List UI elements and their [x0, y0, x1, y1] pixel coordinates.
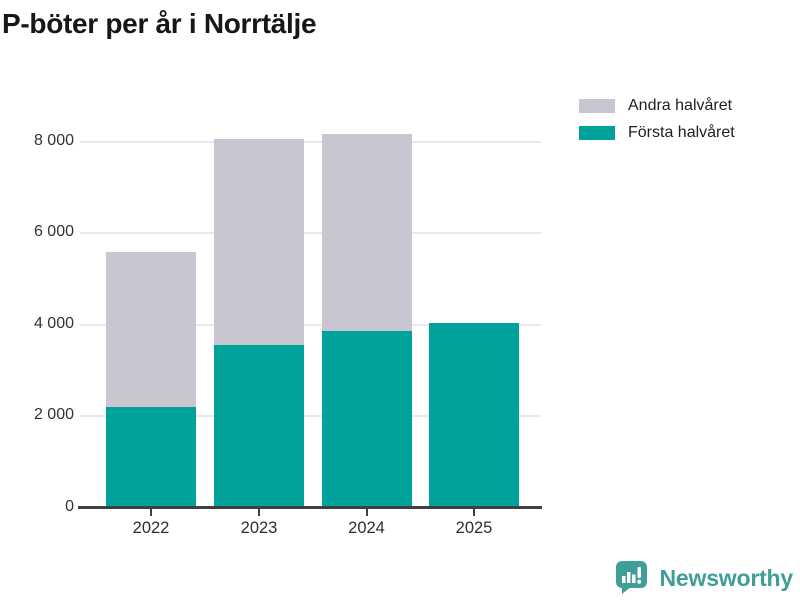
bar-segment-first-half — [429, 322, 519, 508]
legend-label: Andra halvåret — [628, 97, 733, 114]
x-tick-label: 2022 — [132, 519, 170, 537]
gridline — [80, 232, 541, 235]
x-axis-tick — [473, 509, 475, 516]
chart-title: P-böter per år i Norrtälje — [2, 8, 317, 39]
bar-segment-first-half — [106, 406, 196, 508]
x-tick-label: 2024 — [348, 519, 385, 537]
x-tick-label: 2025 — [455, 519, 493, 537]
y-tick-label: 2 000 — [33, 406, 74, 424]
gridline — [80, 415, 541, 418]
bar-segment-first-half — [214, 344, 304, 508]
plot-area — [80, 120, 542, 508]
legend: Andra halvåret Första halvåret — [579, 97, 735, 142]
x-axis-tick — [150, 509, 152, 516]
legend-item: Första halvåret — [579, 124, 735, 142]
bar-segment-second-half — [214, 138, 304, 345]
y-tick-label: 8 000 — [33, 131, 74, 149]
x-axis-line — [78, 506, 542, 509]
legend-label: Första halvåret — [628, 124, 735, 141]
x-axis-tick — [365, 509, 368, 516]
y-axis: 0 2 000 4 000 6 000 8 000 — [0, 0, 74, 600]
bar-segment-second-half — [106, 251, 196, 407]
legend-item: Andra halvåret — [579, 97, 735, 115]
newsworthy-speech-bubble-chart-icon — [615, 561, 647, 594]
gridline — [80, 140, 541, 143]
x-tick-label: 2023 — [240, 519, 278, 537]
x-axis-tick — [258, 509, 260, 516]
brand-name: Newsworthy — [659, 564, 794, 591]
gridline — [80, 323, 541, 326]
bar-segment-first-half — [321, 330, 412, 508]
branding: Newsworthy — [614, 559, 793, 597]
y-tick-label: 6 000 — [33, 223, 74, 241]
bar-segment-second-half — [321, 134, 412, 331]
legend-swatch — [579, 126, 615, 140]
y-tick-label: 4 000 — [33, 314, 74, 332]
legend-swatch — [579, 99, 615, 113]
y-tick-label: 0 — [65, 498, 74, 515]
